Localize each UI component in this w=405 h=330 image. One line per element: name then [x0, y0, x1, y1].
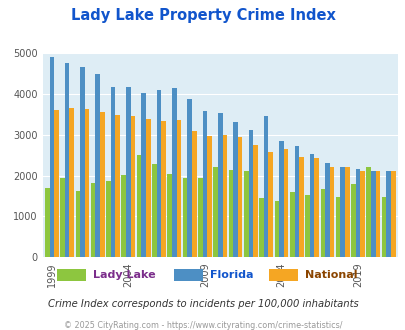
Bar [263, 116, 268, 257]
Bar [274, 201, 279, 257]
Bar [355, 169, 360, 257]
Bar [268, 152, 273, 257]
Bar [370, 172, 375, 257]
Bar [141, 93, 146, 257]
FancyBboxPatch shape [57, 269, 86, 281]
Bar [152, 164, 156, 257]
Bar [335, 197, 340, 257]
Bar [228, 170, 233, 257]
Bar [187, 99, 192, 257]
Bar [60, 178, 65, 257]
Bar [95, 74, 100, 257]
Bar [381, 197, 386, 257]
Bar [294, 146, 298, 257]
Bar [243, 172, 248, 257]
Bar [233, 122, 237, 257]
Bar [100, 112, 104, 257]
Bar [217, 114, 222, 257]
Bar [45, 188, 49, 257]
Bar [136, 155, 141, 257]
Bar [49, 57, 54, 257]
Bar [253, 145, 257, 257]
Bar [54, 110, 59, 257]
Bar [85, 109, 89, 257]
Bar [298, 157, 303, 257]
Bar [182, 178, 187, 257]
Bar [324, 163, 329, 257]
FancyBboxPatch shape [268, 269, 297, 281]
Bar [115, 115, 119, 257]
Bar [65, 63, 69, 257]
Bar [309, 154, 313, 257]
Bar [375, 172, 379, 257]
Bar [283, 149, 288, 257]
Bar [91, 182, 95, 257]
Bar [344, 167, 349, 257]
Bar [192, 131, 196, 257]
Text: Lady Lake: Lady Lake [93, 270, 156, 280]
Bar [386, 172, 390, 257]
Bar [222, 135, 226, 257]
Bar [126, 87, 130, 257]
Text: National: National [305, 270, 357, 280]
Bar [75, 191, 80, 257]
Bar [360, 172, 364, 257]
Text: Lady Lake Property Crime Index: Lady Lake Property Crime Index [70, 8, 335, 23]
Bar [213, 167, 217, 257]
Bar [329, 167, 333, 257]
Bar [237, 137, 242, 257]
Text: Crime Index corresponds to incidents per 100,000 inhabitants: Crime Index corresponds to incidents per… [47, 299, 358, 309]
Bar [130, 116, 135, 257]
Text: Florida: Florida [210, 270, 253, 280]
Bar [80, 67, 85, 257]
Bar [111, 87, 115, 257]
Bar [279, 141, 283, 257]
Bar [161, 121, 166, 257]
Bar [172, 88, 176, 257]
Text: © 2025 CityRating.com - https://www.cityrating.com/crime-statistics/: © 2025 CityRating.com - https://www.city… [64, 321, 341, 330]
Bar [146, 119, 150, 257]
Bar [248, 130, 253, 257]
Bar [202, 111, 207, 257]
Bar [289, 192, 294, 257]
Bar [340, 167, 344, 257]
Bar [207, 136, 211, 257]
Bar [390, 172, 394, 257]
Bar [121, 175, 126, 257]
Bar [366, 167, 370, 257]
Bar [176, 120, 181, 257]
Bar [320, 189, 324, 257]
Bar [156, 90, 161, 257]
Bar [259, 198, 263, 257]
FancyBboxPatch shape [173, 269, 202, 281]
Bar [313, 158, 318, 257]
Bar [69, 108, 74, 257]
Bar [305, 195, 309, 257]
Bar [167, 174, 172, 257]
Bar [198, 179, 202, 257]
Bar [106, 181, 111, 257]
Bar [350, 184, 355, 257]
